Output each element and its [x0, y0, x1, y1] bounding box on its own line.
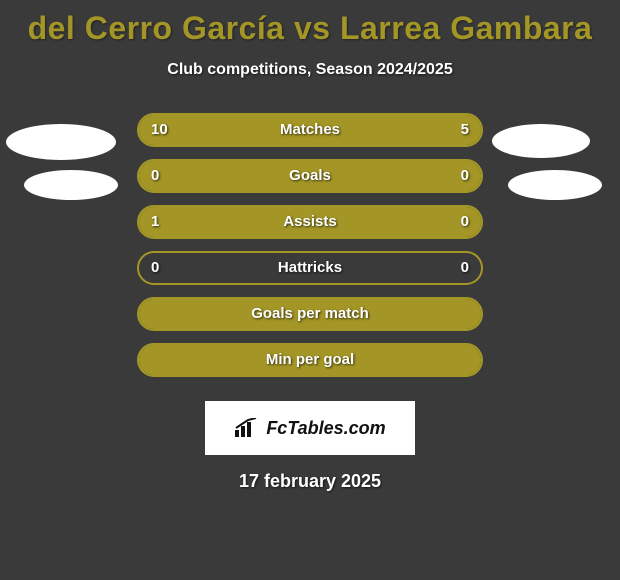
stat-value-right: 0	[461, 253, 469, 283]
source-logo: FcTables.com	[205, 401, 415, 455]
stat-row: Assists10	[0, 199, 620, 245]
chart-icon	[234, 418, 260, 438]
bar-left-fill	[139, 345, 481, 375]
date-label: 17 february 2025	[0, 471, 620, 492]
bar-left-fill	[139, 299, 481, 329]
bar-track: Min per goal	[137, 343, 483, 377]
bar-right-fill	[365, 115, 481, 145]
bar-left-fill	[139, 115, 365, 145]
bar-right-fill	[406, 207, 481, 237]
bar-track: Matches105	[137, 113, 483, 147]
stat-row: Matches105	[0, 107, 620, 153]
stat-row: Min per goal	[0, 337, 620, 383]
logo-text: FcTables.com	[266, 418, 385, 439]
subtitle: Club competitions, Season 2024/2025	[0, 61, 620, 79]
stat-row: Goals00	[0, 153, 620, 199]
stat-row: Goals per match	[0, 291, 620, 337]
bar-track: Goals00	[137, 159, 483, 193]
stat-row: Hattricks0 0	[0, 245, 620, 291]
page-title: del Cerro García vs Larrea Gambara	[0, 0, 620, 47]
bar-left-fill	[139, 161, 481, 191]
bar-left-fill	[139, 207, 406, 237]
bar-track: Hattricks0 0	[137, 251, 483, 285]
comparison-chart: Matches105 Goals00 Assists10 Hattricks0 0 Goa…	[0, 107, 620, 383]
stat-value-left: 0	[151, 253, 159, 283]
bar-track: Goals per match	[137, 297, 483, 331]
bar-track: Assists10	[137, 205, 483, 239]
stat-label: Hattricks	[139, 253, 481, 283]
